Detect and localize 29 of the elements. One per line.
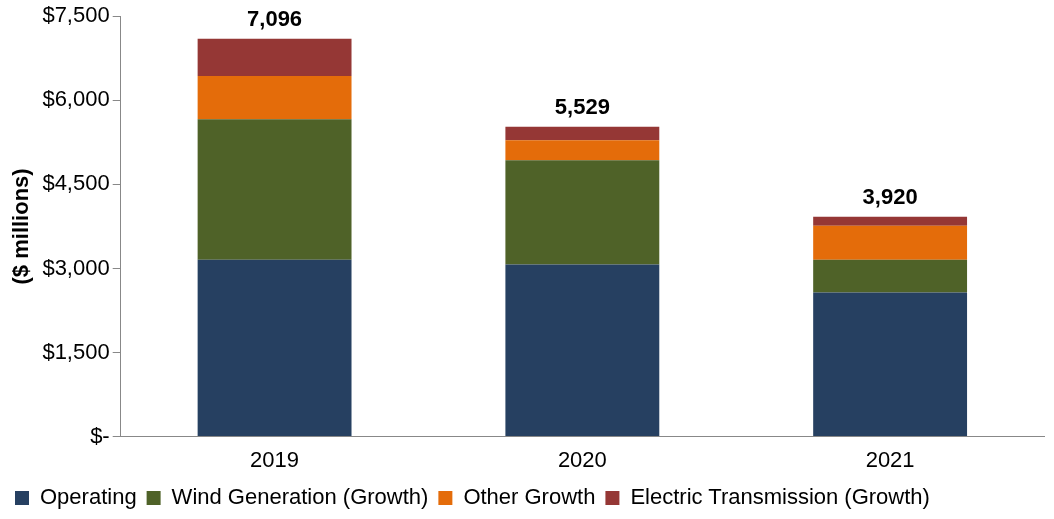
legend-label: Electric Transmission (Growth) bbox=[630, 484, 930, 510]
bar bbox=[813, 225, 968, 260]
legend-label: Wind Generation (Growth) bbox=[171, 484, 429, 510]
y-tick-label: $- bbox=[90, 422, 110, 448]
legend-label: Operating bbox=[40, 484, 137, 510]
y-tick-label: $6,000 bbox=[42, 86, 110, 112]
total-label: 3,920 bbox=[862, 183, 918, 209]
y-tick-label: $4,500 bbox=[42, 170, 110, 196]
bar bbox=[197, 259, 352, 437]
y-tick-label: $1,500 bbox=[42, 338, 110, 364]
y-axis-title: ($ millions) bbox=[8, 168, 34, 285]
bar bbox=[197, 75, 352, 120]
x-tick-label: 2019 bbox=[250, 446, 300, 472]
bar bbox=[813, 292, 968, 437]
bar bbox=[813, 216, 968, 226]
bar bbox=[197, 38, 352, 76]
bar bbox=[813, 259, 968, 293]
bar bbox=[505, 160, 660, 265]
bar bbox=[505, 264, 660, 437]
bar bbox=[197, 119, 352, 260]
total-label: 7,096 bbox=[247, 5, 303, 31]
bar bbox=[505, 126, 660, 141]
bar bbox=[505, 140, 660, 161]
legend-label: Other Growth bbox=[463, 484, 596, 510]
x-tick-label: 2021 bbox=[865, 446, 915, 472]
x-tick-label: 2020 bbox=[557, 446, 607, 472]
y-tick-label: $7,500 bbox=[42, 2, 110, 28]
y-tick-label: $3,000 bbox=[42, 254, 110, 280]
total-label: 5,529 bbox=[554, 93, 610, 119]
